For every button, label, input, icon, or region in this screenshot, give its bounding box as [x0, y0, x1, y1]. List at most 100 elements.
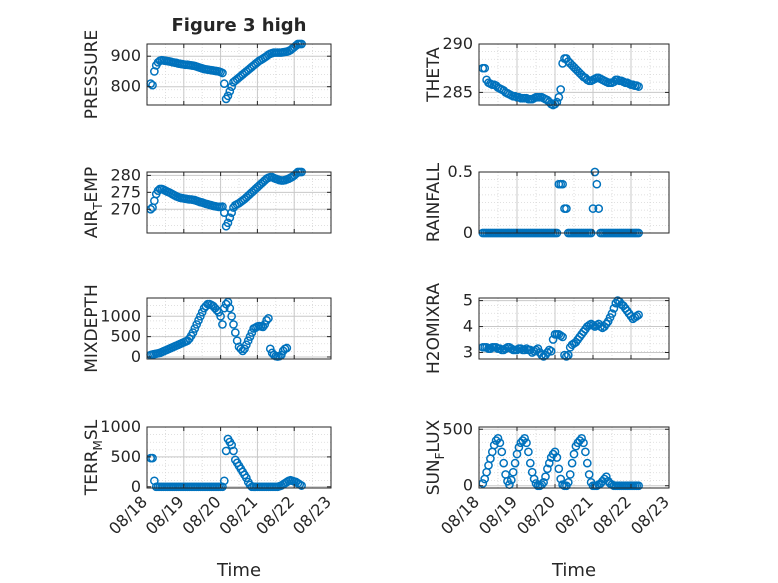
data-point: [634, 310, 643, 320]
y-axis-label: RAINFALL: [424, 162, 444, 242]
data-point: [245, 332, 255, 341]
data-point: [563, 478, 573, 487]
data-point: [499, 458, 509, 468]
data-point: [506, 475, 516, 485]
x-tick-label: 08/20: [513, 492, 559, 538]
y-tick-label: 900: [110, 46, 141, 65]
data-point: [562, 204, 571, 213]
y-tick-label: 3: [463, 343, 473, 362]
axes-box: [146, 297, 332, 360]
axes-box: [478, 426, 670, 489]
y-tick-label: 500: [110, 447, 141, 466]
axes-box: [146, 171, 332, 234]
data-point: [577, 433, 586, 443]
data-point: [265, 344, 275, 354]
data-point: [240, 344, 249, 354]
data-point: [229, 446, 238, 456]
data-point: [148, 453, 157, 463]
data-point: [495, 438, 505, 448]
y-tick-label: 4: [463, 317, 473, 336]
y-axis-label: PRESSURE: [82, 30, 102, 119]
data-point: [514, 442, 524, 452]
data-point: [554, 92, 564, 102]
data-point: [544, 458, 554, 468]
data-point: [493, 433, 503, 443]
y-tick-label: 270: [110, 199, 141, 218]
panel-h2omixra: 3 4 5 H2OMIXRA: [424, 283, 670, 374]
y-axis-label: AIRTEMP: [82, 167, 105, 238]
y-tick-label: 0.5: [448, 162, 473, 181]
panel-pressure: 800 900 PRESSURE Figure 3 high: [82, 15, 332, 119]
data-point: [497, 447, 507, 457]
data-point: [582, 458, 592, 468]
data-point: [148, 80, 157, 90]
data-point: [223, 91, 233, 101]
x-tick-label: 08/19: [475, 492, 521, 538]
data-point: [219, 476, 229, 486]
data-point: [588, 204, 598, 213]
data-point: [230, 328, 240, 337]
y-tick-label: 1000: [100, 417, 141, 436]
data-point: [227, 82, 236, 92]
y-tick-label: 0: [463, 476, 473, 495]
data-point: [522, 344, 531, 353]
data-point: [238, 346, 248, 356]
data-point: [242, 340, 251, 350]
x-tick-label: 08/21: [215, 492, 261, 538]
data-point: [260, 320, 270, 329]
data-point: [522, 438, 531, 448]
data-point: [554, 464, 564, 474]
data-point: [539, 478, 548, 487]
y-tick-label: 275: [110, 182, 141, 201]
data-point: [520, 345, 529, 355]
axes-box: [478, 171, 670, 234]
data-point: [550, 99, 560, 109]
data-point: [510, 458, 520, 468]
data-point: [634, 481, 643, 491]
data-point: [282, 343, 292, 353]
y-tick-label: 0: [463, 223, 473, 242]
data-point: [243, 336, 253, 346]
data-point: [565, 470, 575, 479]
data-point: [567, 458, 577, 468]
data-point: [524, 447, 533, 457]
data-point: [216, 311, 225, 321]
data-point: [581, 447, 590, 457]
x-tick-label: 08/23: [289, 492, 335, 538]
data-point: [546, 346, 556, 356]
data-point: [556, 331, 566, 340]
data-point: [556, 474, 566, 484]
data-point: [225, 303, 235, 313]
data-point: [227, 440, 236, 450]
data-point: [609, 304, 619, 313]
data-point: [197, 307, 207, 317]
data-point: [584, 470, 594, 479]
data-point: [214, 307, 224, 317]
x-tick-label: 08/23: [627, 492, 673, 538]
data-point: [550, 447, 560, 457]
axes-box: [146, 426, 332, 489]
x-tick-label: 08/20: [179, 492, 225, 538]
data-point: [225, 213, 235, 223]
y-tick-label: 5: [463, 291, 473, 310]
data-point: [242, 473, 251, 483]
data-point: [552, 453, 562, 462]
data-point: [601, 472, 611, 482]
data-point: [508, 467, 518, 477]
axes-box: [146, 43, 332, 106]
data-point: [562, 352, 571, 361]
y-tick-label: 0: [131, 477, 141, 496]
data-point: [190, 324, 200, 333]
data-point: [569, 449, 579, 459]
data-point: [525, 458, 535, 468]
data-point: [227, 311, 236, 321]
data-point: [552, 97, 562, 107]
x-axis-label: Time: [551, 560, 596, 581]
data-point: [236, 344, 246, 354]
data-point: [594, 204, 604, 213]
